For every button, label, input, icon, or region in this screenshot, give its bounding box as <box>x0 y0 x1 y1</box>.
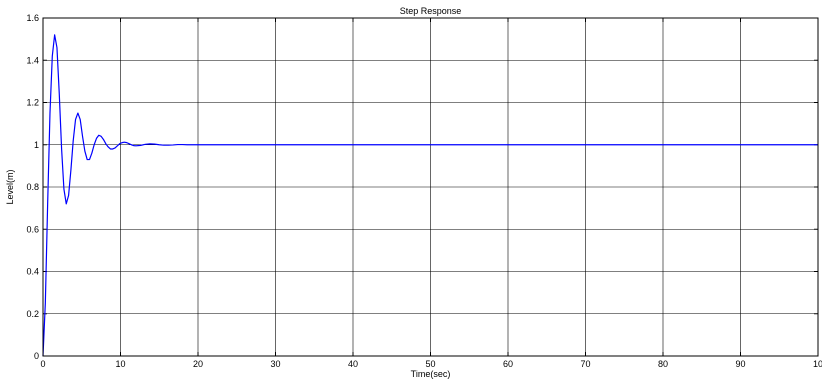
x-tick-label: 20 <box>193 359 203 369</box>
y-tick-label: 0.4 <box>26 267 39 277</box>
x-tick-label: 50 <box>425 359 435 369</box>
x-tick-label: 40 <box>348 359 358 369</box>
y-tick-label: 0.2 <box>26 309 39 319</box>
x-tick-label: 10 <box>813 359 822 369</box>
y-tick-label: 0.6 <box>26 224 39 234</box>
series-line <box>42 34 818 357</box>
y-tick-label: 1 <box>34 140 39 150</box>
x-tick-label: 30 <box>270 359 280 369</box>
x-axis-label: Time(sec) <box>411 369 451 379</box>
y-axis-label: Level(m) <box>5 169 15 204</box>
plot-area-frame <box>42 17 819 357</box>
x-tick-label: 0 <box>40 359 45 369</box>
y-tick-label: 1.4 <box>26 55 39 65</box>
x-tick-label: 60 <box>503 359 513 369</box>
y-tick-label: 1.2 <box>26 98 39 108</box>
series-layer <box>42 34 818 357</box>
y-tick-label: 0.8 <box>26 182 39 192</box>
chart-title: Step Response <box>400 6 462 16</box>
x-tick-label: 90 <box>735 359 745 369</box>
x-tick-label: 10 <box>115 359 125 369</box>
axis-ticks: 0 10 20 30 40 50 60 70 80 90 1000.20.40.60.811.21.… <box>26 13 822 369</box>
y-tick-label: 1.6 <box>26 13 39 23</box>
x-tick-label: 70 <box>580 359 590 369</box>
x-tick-label: 80 <box>658 359 668 369</box>
y-tick-label: 0 <box>34 351 39 361</box>
grid <box>43 18 818 356</box>
